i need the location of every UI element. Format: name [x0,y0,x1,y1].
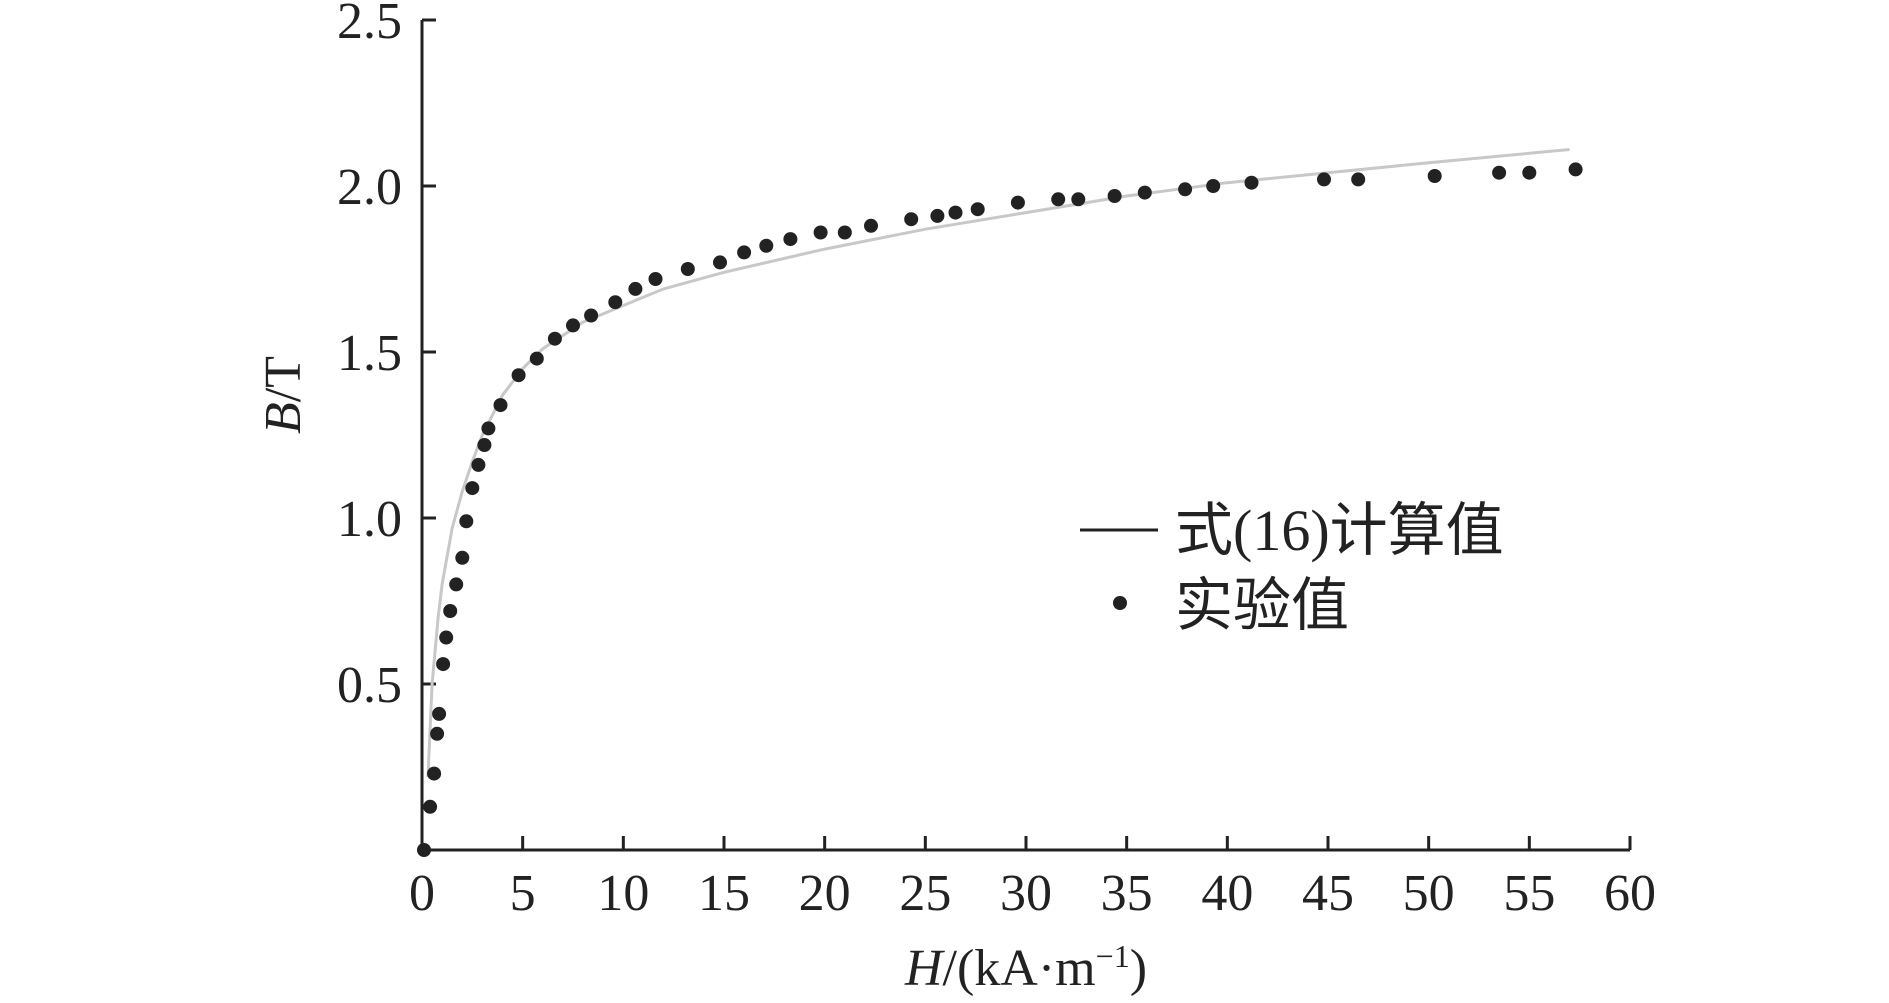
experimental-point [511,368,526,383]
y-tick-label: 2.5 [337,0,402,50]
experimental-point [1427,169,1442,183]
y-tick-label: 1.0 [337,491,402,548]
y-axis-unit: /T [255,356,312,402]
experimental-point [493,398,508,413]
experimental-point [1071,192,1086,207]
experimental-point [471,457,486,472]
legend-label-calculated: 式(16)计算值 [1175,498,1504,563]
x-tick-label: 5 [510,865,536,922]
experimental-point [1137,185,1152,200]
experimental-point [443,604,458,618]
experimental-point [713,255,727,270]
axes [420,20,1630,852]
experimental-point [1051,192,1066,207]
x-tick-label: 30 [1000,865,1052,922]
experimental-point [477,438,492,452]
x-tick-label: 20 [799,865,851,922]
x-tick-label: 50 [1403,865,1455,922]
legend-label-experimental: 实验值 [1175,573,1349,638]
experimental-point [648,272,663,286]
experimental-point [1568,162,1583,177]
x-tick-label: 10 [597,865,649,922]
x-axis-title: H/(kA·m−1) [904,938,1147,997]
experimental-point [1317,172,1331,187]
legend: 式(16)计算值 实验值 [1080,498,1504,638]
experimental-point [948,205,963,220]
experimental-point [1351,172,1366,187]
experimental-point [1492,165,1507,180]
experimental-point [432,706,447,721]
experimental-point [1244,175,1259,190]
experimental-point [628,281,643,296]
experimental-point [837,225,852,240]
experimental-point [529,351,544,366]
y-axis-title: B/T [255,356,312,434]
experimental-point [1178,182,1193,197]
experimental-point [864,218,878,233]
experimental-point [759,238,774,253]
experimental-point [481,421,496,436]
experimental-point [430,726,445,741]
experimental-point [1107,189,1122,203]
x-axis-exponent: −1 [1096,938,1130,974]
x-tick-label: 45 [1302,865,1354,922]
experimental-point [459,514,474,529]
calculated-curve [426,148,1570,778]
experimental-point [423,799,438,814]
experimental-point [439,630,454,645]
experimental-point [465,481,480,496]
experimental-point [547,331,562,346]
experimental-point [930,208,945,223]
x-axis-var: H [904,940,945,997]
y-tick-label: 2.0 [337,159,402,216]
y-axis-var: B [255,402,312,434]
y-axis-ticks: 0.5 1.0 1.5 2.0 2.5 [337,0,436,714]
x-tick-label: 0 [409,865,435,922]
y-tick-label: 1.5 [337,325,402,382]
experimental-point [608,295,623,310]
experimental-point [417,843,431,857]
x-tick-label: 15 [698,865,750,922]
experimental-point [566,318,580,333]
y-tick-label: 0.5 [337,657,402,714]
x-axis-unit: /(kA·m [943,940,1096,997]
x-axis-ticks: 0 5 10 15 20 25 30 35 40 45 50 55 60 [409,836,1656,922]
experimental-point [427,766,442,781]
experimental-point [1206,179,1221,193]
x-tick-label: 55 [1503,865,1555,922]
series-layer [417,148,1583,857]
experimental-point [737,245,752,260]
experimental-point [1522,165,1537,180]
experimental-point [813,225,828,240]
x-axis-close: ) [1130,940,1147,997]
experimental-point [584,308,599,323]
x-tick-label: 25 [899,865,951,922]
experimental-point [436,657,451,672]
experimental-point [449,577,464,592]
experimental-point [970,202,985,217]
x-tick-label: 60 [1604,865,1656,922]
x-tick-label: 40 [1201,865,1253,922]
experimental-point [680,262,695,276]
experimental-point [783,232,798,247]
x-tick-label: 35 [1101,865,1153,922]
legend-dot-swatch [1113,596,1127,610]
experimental-point [904,212,919,227]
experimental-point [1010,195,1025,210]
experimental-point [455,550,470,565]
